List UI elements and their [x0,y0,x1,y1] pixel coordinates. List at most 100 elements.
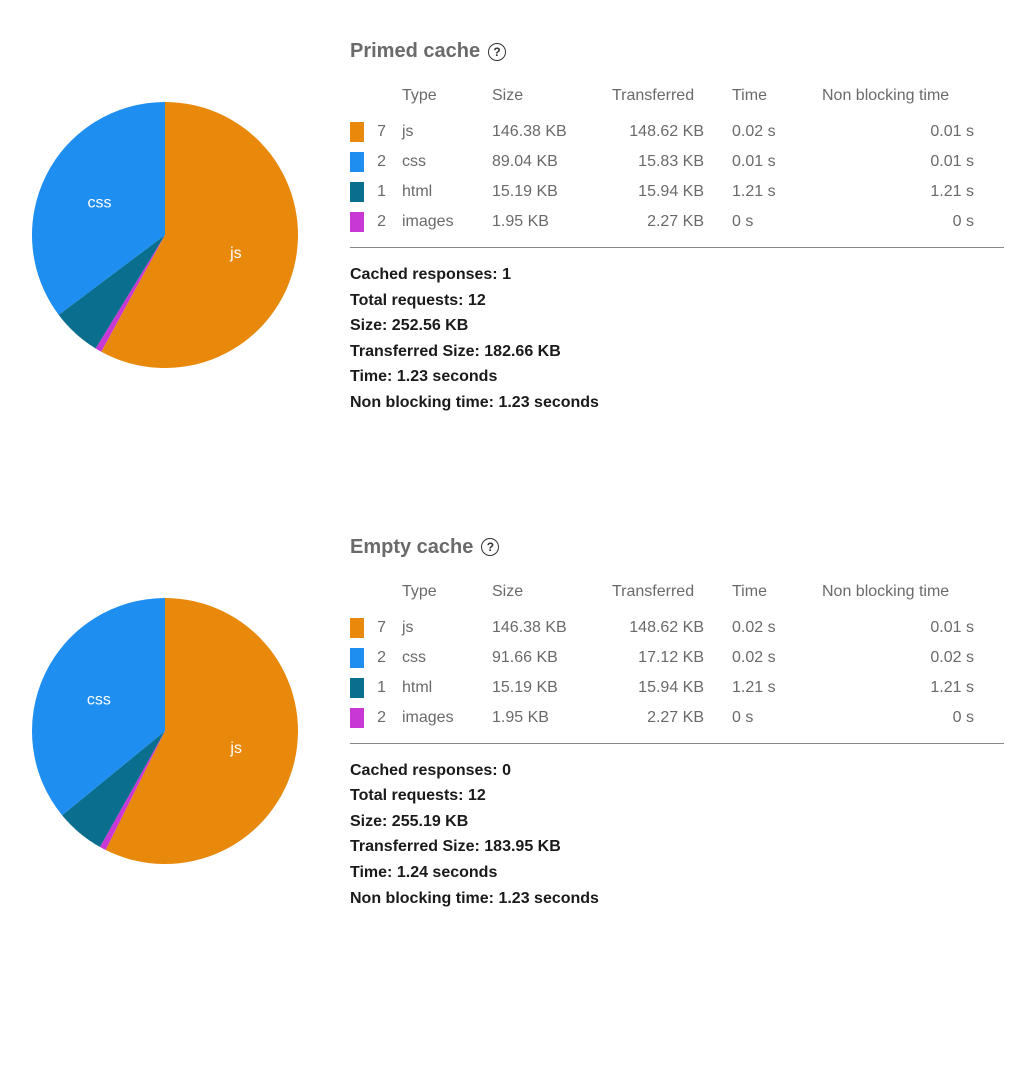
cell-type: css [394,643,484,673]
cell-nbt: 0.02 s [814,643,1004,673]
summary-value: 12 [468,292,486,309]
summary-line: Time: 1.24 seconds [350,864,497,881]
cell-time: 0.02 s [724,643,814,673]
summary: Cached responses: 0 Total requests: 12 Siz… [350,758,1004,912]
color-swatch [350,122,364,142]
cell-time: 0.02 s [724,117,814,147]
help-icon[interactable]: ? [481,538,499,556]
col-time: Time [724,577,814,613]
cell-type: html [394,673,484,703]
table-head: TypeSizeTransferredTimeNon blocking time [350,577,1004,613]
summary-row: Transferred Size: 182.66 KB [350,339,1004,365]
summary-row: Total requests: 12 [350,288,1004,314]
summary-label: Transferred Size: [350,343,480,360]
pie-label-css: css [88,194,112,211]
cell-size: 15.19 KB [484,177,604,207]
summary-label: Time: [350,368,392,385]
summary-line: Cached responses: 0 [350,762,511,779]
cell-nbt: 1.21 s [814,177,1004,207]
summary-value: 183.95 KB [484,838,561,855]
table-body: 7js146.38 KB148.62 KB0.02 s0.01 s2css91.… [350,613,1004,733]
summary-value: 252.56 KB [392,317,469,334]
cell-count: 2 [364,703,394,733]
cell-time: 0 s [724,703,814,733]
resource-table: TypeSizeTransferredTimeNon blocking time… [350,81,1004,237]
cell-nbt: 0 s [814,703,1004,733]
cell-transferred: 148.62 KB [604,613,724,643]
pie-label-css: css [87,691,111,708]
section-title: Empty cache? [350,536,1004,559]
cell-size: 89.04 KB [484,147,604,177]
summary: Cached responses: 1Total requests: 12Siz… [350,262,1004,416]
summary-line: Non blocking time: 1.23 seconds [350,394,599,411]
col-size: Size [484,577,604,613]
summary-row: Non blocking time: 1.23 seconds [350,886,1004,912]
summary-label: Total requests: [350,292,464,309]
help-icon[interactable]: ? [488,43,506,61]
summary-line: Total requests: 12 [350,787,486,804]
col-size: Size [484,81,604,117]
cell-time: 0.02 s [724,613,814,643]
divider [350,247,1004,248]
cell-time: 0 s [724,207,814,237]
swatch-cell [350,673,364,703]
swatch-cell [350,147,364,177]
summary-line: Transferred Size: 183.95 KB [350,838,561,855]
details-panel: Primed cache?TypeSizeTransferredTimeNon … [320,40,1004,416]
swatch-cell [350,117,364,147]
cell-nbt: 0 s [814,207,1004,237]
cache-section: jscssPrimed cache?TypeSizeTransferredTim… [20,40,1004,416]
table-head: TypeSizeTransferredTimeNon blocking time [350,81,1004,117]
col-type: Type [394,81,484,117]
col-count [364,577,394,613]
summary-value: 255.19 KB [392,813,469,830]
summary-label: Non blocking time: [350,394,494,411]
swatch-cell [350,207,364,237]
cell-time: 1.21 s [724,673,814,703]
summary-row: Non blocking time: 1.23 seconds [350,390,1004,416]
col-time: Time [724,81,814,117]
summary-row: Time: 1.23 seconds [350,364,1004,390]
section-title: Primed cache? [350,40,1004,63]
section-title-text: Primed cache [350,40,480,63]
summary-label: Total requests: [350,787,464,804]
col-transferred: Transferred [604,81,724,117]
cell-nbt: 0.01 s [814,613,1004,643]
cell-type: css [394,147,484,177]
table-body: 7js146.38 KB148.62 KB0.02 s0.01 s2css89.… [350,117,1004,237]
summary-row: Time: 1.24 seconds [350,860,1004,886]
cell-count: 7 [364,613,394,643]
summary-line: Non blocking time: 1.23 seconds [350,890,599,907]
cell-transferred: 17.12 KB [604,643,724,673]
table-row: 7js146.38 KB148.62 KB0.02 s0.01 s [350,613,1004,643]
summary-value: 1.24 seconds [397,864,498,881]
cell-size: 146.38 KB [484,613,604,643]
divider [350,743,1004,744]
summary-label: Cached responses: [350,762,498,779]
color-swatch [350,212,364,232]
cell-type: js [394,613,484,643]
cell-transferred: 2.27 KB [604,207,724,237]
summary-value: 1.23 seconds [498,394,599,411]
cell-transferred: 15.94 KB [604,177,724,207]
cell-transferred: 148.62 KB [604,117,724,147]
cell-size: 91.66 KB [484,643,604,673]
section-title-text: Empty cache [350,536,473,559]
summary-value: 12 [468,787,486,804]
cell-count: 2 [364,643,394,673]
color-swatch [350,182,364,202]
col-nbt: Non blocking time [814,577,1004,613]
col-type: Type [394,577,484,613]
col-nbt: Non blocking time [814,81,1004,117]
cell-type: images [394,703,484,733]
cell-nbt: 0.01 s [814,147,1004,177]
cell-size: 15.19 KB [484,673,604,703]
summary-value: 1 [502,266,511,283]
table-row: 1html15.19 KB15.94 KB1.21 s1.21 s [350,177,1004,207]
table-row: 2images1.95 KB2.27 KB0 s0 s [350,703,1004,733]
summary-line: Total requests: 12 [350,292,486,309]
summary-label: Size: [350,813,387,830]
color-swatch [350,678,364,698]
summary-label: Size: [350,317,387,334]
cell-type: images [394,207,484,237]
